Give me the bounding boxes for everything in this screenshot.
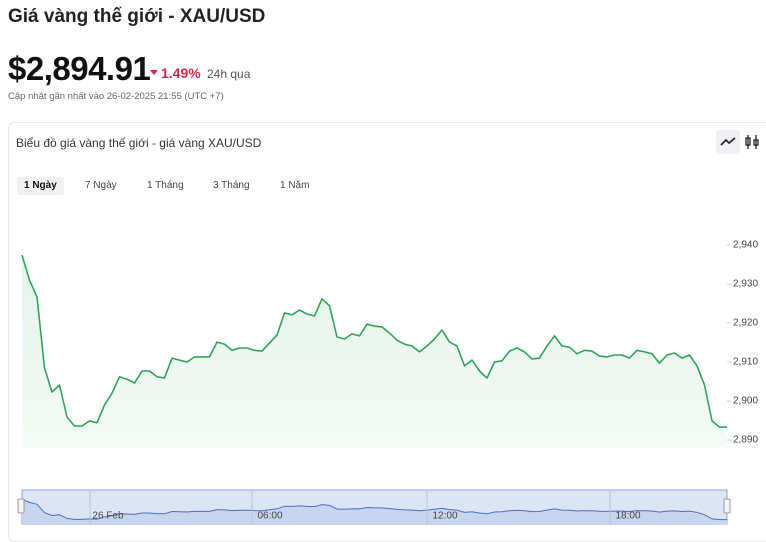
candle-icon xyxy=(745,135,759,149)
navigator-handle[interactable] xyxy=(723,498,731,514)
range-tab[interactable]: 7 Ngày xyxy=(85,180,117,191)
y-tick-label: 2,940 xyxy=(733,240,758,251)
y-tick-label: 2,930 xyxy=(733,279,758,290)
down-caret xyxy=(150,70,158,75)
price: $2,894.91 xyxy=(8,50,151,87)
navigator-label: 12:00 xyxy=(432,511,457,522)
line-chart-button[interactable] xyxy=(716,130,740,154)
price-area xyxy=(22,255,727,448)
change-period: 24h qua xyxy=(207,67,251,81)
page-title: Giá vàng thế giới - XAU/USD xyxy=(8,6,266,27)
chart-title: Biểu đồ giá vàng thế giới - giá vàng XAU… xyxy=(16,136,262,150)
price-change: 1.49% xyxy=(161,65,201,81)
line-icon xyxy=(720,137,736,146)
candle-chart-button[interactable] xyxy=(740,130,764,154)
range-tab[interactable]: 1 Năm xyxy=(280,180,310,191)
navigator-area xyxy=(22,499,727,524)
range-tab[interactable]: 1 Ngày xyxy=(17,177,64,195)
y-tick-label: 2,910 xyxy=(733,357,758,368)
y-tick-label: 2,900 xyxy=(733,396,758,407)
navigator-label: 26 Feb xyxy=(92,511,124,522)
navigator-handle[interactable] xyxy=(17,498,25,514)
y-tick-label: 2,890 xyxy=(733,435,758,446)
range-tab[interactable]: 3 Tháng xyxy=(213,180,250,191)
update-time: Cập nhật gần nhất vào 26-02-2025 21:55 (… xyxy=(8,91,224,102)
price-line xyxy=(21,254,727,428)
range-tab[interactable]: 1 Tháng xyxy=(147,180,184,191)
navigator-label: 18:00 xyxy=(615,511,640,522)
y-tick-label: 2,920 xyxy=(733,318,758,329)
navigator-label: 06:00 xyxy=(257,511,282,522)
